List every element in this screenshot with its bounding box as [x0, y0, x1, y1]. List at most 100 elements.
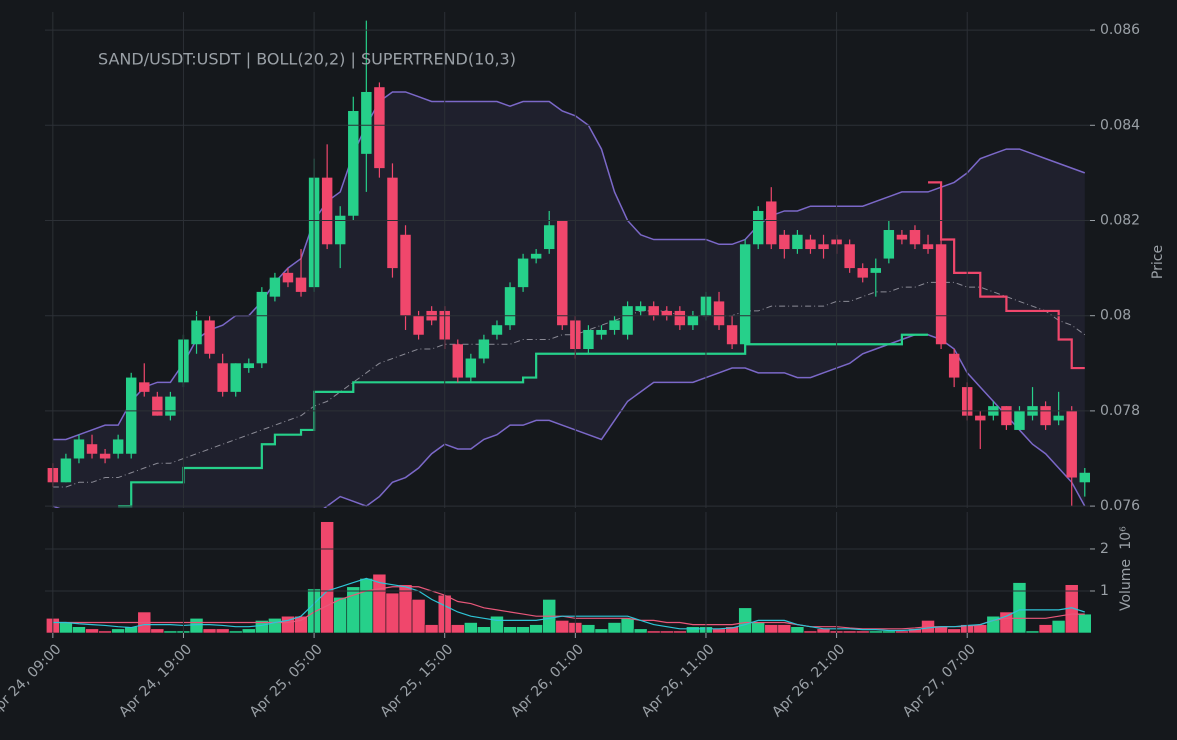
volume-bar [98, 630, 112, 634]
volume-bar [816, 628, 831, 634]
volume-bar [751, 622, 766, 634]
candle-body [779, 234, 790, 250]
candle-body [334, 215, 346, 245]
volume-bar [111, 628, 125, 634]
y-axis-label: Price [1150, 245, 1166, 279]
candle-body [648, 306, 659, 316]
x-tick-label: Apr 24, 19:00 [116, 641, 195, 720]
candle-body [596, 329, 607, 335]
candle-body [975, 415, 986, 421]
volume-bar [1038, 624, 1053, 634]
volume-bar [72, 626, 86, 634]
candle-body [909, 230, 921, 245]
volume-bar [1012, 582, 1027, 634]
candle-body [805, 239, 816, 250]
supertrend-up [118, 333, 929, 508]
volume-bar [594, 628, 609, 634]
candle-body [739, 244, 751, 345]
y-tick-label: 0.086 [1100, 22, 1140, 38]
x-tick-label: Apr 24, 09:00 [0, 641, 64, 720]
candle-body [726, 325, 738, 345]
candle-body [792, 234, 803, 250]
candle-body [948, 353, 960, 378]
volume-bar [241, 628, 256, 634]
volume-bar [947, 628, 961, 634]
volume-bar [555, 620, 570, 634]
candle-body [452, 344, 463, 378]
candle-body [295, 277, 307, 292]
volume-bar [868, 630, 883, 634]
candle-body [99, 453, 111, 459]
y-axis-label: Volume [1118, 559, 1134, 611]
bb-upper [52, 91, 1086, 441]
volume-ma-slow [52, 586, 1085, 630]
volume-bar [673, 630, 687, 634]
candle-body [504, 287, 516, 326]
x-tick-label: Apr 26, 21:00 [769, 641, 848, 720]
candle-body [491, 325, 503, 335]
candle-body [465, 358, 477, 378]
volume-bar [359, 578, 374, 634]
candle-body [1014, 410, 1025, 430]
candle-body [86, 444, 98, 454]
volume-bar [803, 630, 818, 634]
candle-body [204, 320, 215, 354]
candle-body [922, 244, 934, 250]
candle-body [152, 396, 163, 416]
volume-bar [503, 626, 517, 634]
volume-bar [398, 584, 413, 634]
candle-body [230, 363, 241, 392]
volume-bar [294, 615, 308, 634]
volume-bar [85, 628, 99, 634]
candle-body [125, 377, 137, 454]
x-tick-label: Apr 26, 01:00 [508, 641, 587, 720]
candle-body [661, 310, 672, 316]
candle-body [870, 268, 881, 273]
y-tick-label: 0.078 [1100, 403, 1140, 419]
volume-bar [59, 622, 73, 634]
volume-bar [882, 630, 896, 634]
supertrend-down [928, 181, 1085, 370]
candle-body [818, 244, 829, 250]
candle-body [478, 339, 490, 359]
candle-body [73, 439, 85, 459]
candle-body [191, 320, 202, 345]
volume-bar [633, 628, 648, 634]
y-tick-label: 2 [1100, 541, 1109, 557]
y-tick-label: 0.082 [1100, 212, 1140, 228]
price-panel [47, 20, 1090, 508]
candle-body [883, 230, 895, 259]
volume-bar [424, 624, 439, 634]
volume-bar [150, 628, 165, 634]
candle-body [374, 87, 385, 169]
volume-panel [46, 521, 1092, 634]
volume-bar [777, 624, 792, 634]
candle-body [713, 301, 725, 326]
volume-bar [1025, 630, 1040, 634]
volume-bar [712, 628, 726, 634]
candle-body [557, 220, 568, 326]
volume-bar [1077, 613, 1092, 634]
volume-bar [411, 599, 426, 634]
volume-ma-fast [52, 577, 1085, 632]
candle-body [1001, 406, 1012, 426]
candle-body [282, 272, 294, 283]
volume-bar [464, 622, 478, 634]
volume-bar [895, 630, 909, 634]
volume-bar [659, 630, 674, 634]
volume-bar [202, 628, 217, 634]
volume-bar [764, 624, 779, 634]
candle-body [361, 91, 372, 154]
candle-body [635, 306, 646, 311]
candle-body [1079, 472, 1090, 483]
x-tick-label: Apr 25, 05:00 [247, 641, 326, 720]
candle-body [387, 177, 398, 269]
x-tick-label: Apr 27, 07:00 [900, 641, 979, 720]
x-tick-label: Apr 26, 11:00 [639, 641, 718, 720]
volume-bar [333, 596, 348, 634]
candle-body [321, 177, 333, 245]
candle-body [139, 382, 150, 392]
candle-body [400, 234, 411, 316]
candle-body [766, 201, 777, 245]
